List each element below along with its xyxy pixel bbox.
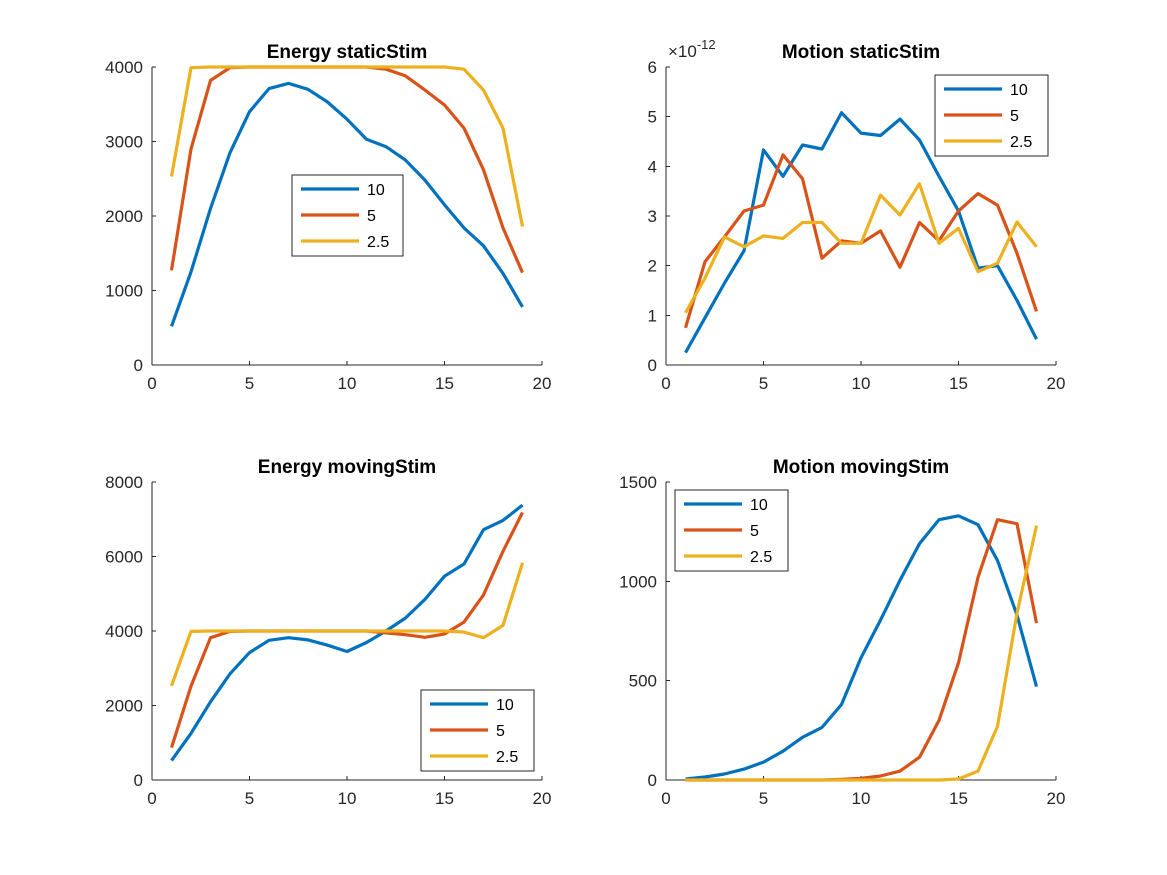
series-line-2.5	[685, 525, 1039, 782]
x-tick-label: 0	[147, 374, 156, 393]
legend-label: 2.5	[367, 234, 389, 251]
legend-label: 2.5	[1010, 134, 1032, 151]
legend-label: 5	[367, 208, 376, 225]
x-tick-label: 0	[661, 789, 670, 808]
y-tick-label: 0	[648, 356, 657, 375]
x-tick-label: 0	[147, 789, 156, 808]
y-axis-exponent: ×10-12	[668, 37, 716, 61]
y-tick-label: 1000	[105, 282, 143, 301]
y-tick-label: 500	[629, 672, 657, 691]
legend-label: 2.5	[750, 549, 772, 566]
legend-label: 10	[750, 497, 768, 514]
legend-label: 10	[367, 182, 385, 199]
x-tick-label: 10	[852, 374, 871, 393]
legend: 10 5 2.5	[291, 174, 404, 257]
y-tick-label: 4000	[105, 622, 143, 641]
y-tick-label: 2	[648, 257, 657, 276]
y-tick-label: 0	[648, 771, 657, 790]
legend-label: 2.5	[496, 749, 518, 766]
x-tick-label: 15	[435, 789, 454, 808]
x-tick-label: 0	[661, 374, 670, 393]
x-tick-label: 20	[1047, 374, 1066, 393]
y-tick-label: 6	[648, 58, 657, 77]
x-tick-label: 20	[533, 374, 552, 393]
y-tick-label: 1	[648, 306, 657, 325]
x-tick-label: 5	[759, 374, 768, 393]
legend-label: 10	[1010, 82, 1028, 99]
chart-motion-static: 0 5 10 15 20 0 1 2 3 4 5 6 ×10-12 Motion staticStim 10…	[648, 37, 1066, 393]
x-tick-label: 15	[435, 374, 454, 393]
y-tick-label: 3000	[105, 133, 143, 152]
y-axis-exponent-power: -12	[697, 37, 716, 52]
x-tick-label: 5	[245, 789, 254, 808]
legend-label: 5	[496, 723, 505, 740]
chart-title: Energy movingStim	[258, 457, 436, 478]
series-line-10	[170, 503, 524, 762]
x-tick-label: 10	[338, 374, 357, 393]
x-tick-label: 10	[338, 789, 357, 808]
chart-title: Motion movingStim	[773, 457, 949, 478]
y-tick-label: 1000	[619, 572, 657, 591]
y-tick-label: 0	[134, 771, 143, 790]
legend-label: 10	[496, 697, 514, 714]
legend-label: 5	[750, 523, 759, 540]
y-tick-label: 4000	[105, 58, 143, 77]
chart-energy-moving: 0 5 10 15 20 0 2000 4000 6000 8000 Energy movingSt…	[105, 457, 551, 808]
series-line-2.5	[684, 182, 1038, 314]
series-line-10	[169, 81, 524, 327]
legend: 10 5 2.5	[420, 689, 535, 772]
y-tick-label: 2000	[105, 697, 143, 716]
legend-label: 5	[1010, 108, 1019, 125]
x-tick-label: 15	[949, 789, 968, 808]
x-tick-label: 5	[245, 374, 254, 393]
chart-motion-moving: 0 5 10 15 20 0 500 1000 1500 Motion movingStim 10 5…	[619, 457, 1065, 808]
y-tick-label: 2000	[105, 207, 143, 226]
chart-title: Motion staticStim	[782, 42, 940, 63]
y-tick-label: 4	[648, 157, 657, 176]
y-tick-label: 1500	[619, 473, 657, 492]
x-tick-label: 20	[533, 789, 552, 808]
chart-energy-static: 0 5 10 15 20 0 1000 2000 3000 4000 Energy staticSt…	[105, 42, 551, 393]
series-line-2.5	[169, 65, 525, 227]
y-tick-label: 0	[134, 356, 143, 375]
x-tick-label: 10	[852, 789, 871, 808]
legend: 10 5 2.5	[934, 74, 1049, 157]
y-axis-exponent-base: ×10	[668, 42, 697, 61]
series-line-10	[685, 514, 1039, 781]
y-tick-label: 5	[648, 108, 657, 127]
series-line-2.5	[169, 562, 525, 687]
legend: 10 5 2.5	[674, 489, 789, 572]
y-tick-label: 3	[648, 207, 657, 226]
x-tick-label: 15	[949, 374, 968, 393]
y-tick-label: 6000	[105, 548, 143, 567]
x-tick-label: 5	[759, 789, 768, 808]
y-tick-label: 8000	[105, 473, 143, 492]
x-tick-label: 20	[1047, 789, 1066, 808]
chart-title: Energy staticStim	[267, 42, 428, 63]
